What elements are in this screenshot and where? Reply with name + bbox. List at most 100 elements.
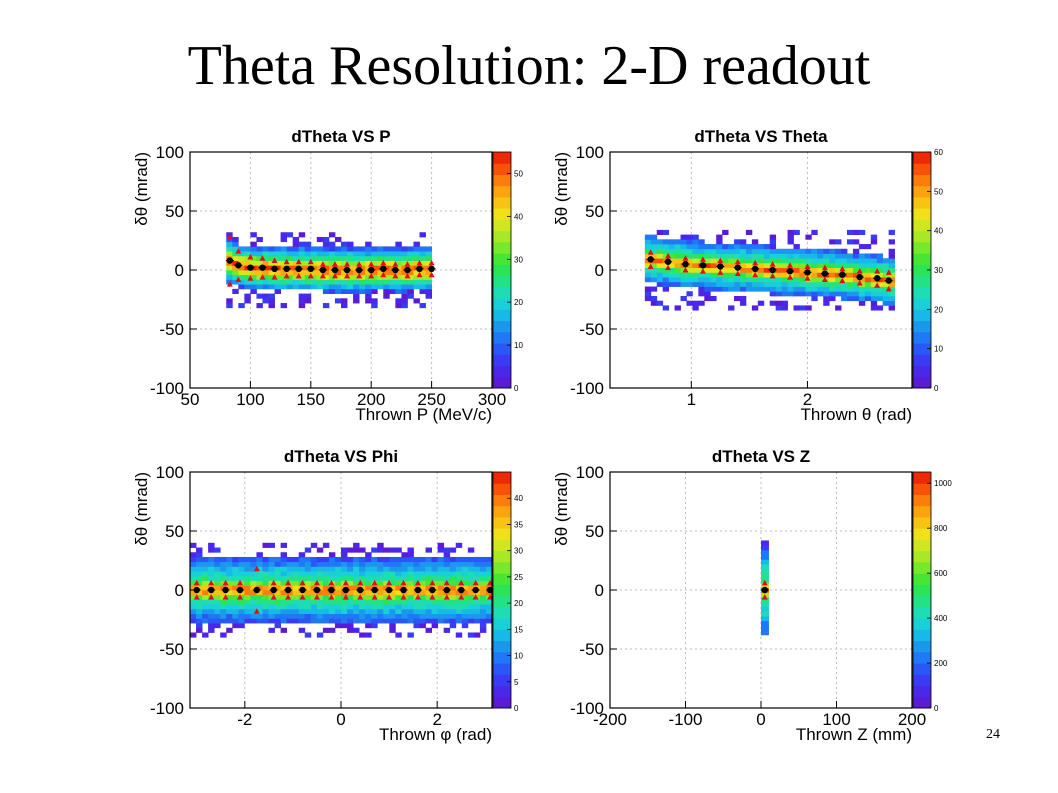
heatmap-cell — [292, 556, 300, 563]
heatmap-cell — [449, 613, 457, 619]
heatmap-cell — [395, 580, 402, 586]
heatmap-cell — [353, 561, 360, 567]
heatmap-cell — [799, 277, 806, 283]
heatmap-cell — [244, 594, 251, 600]
heatmap-cell — [365, 270, 372, 276]
heatmap-cell — [238, 255, 245, 261]
mean-marker — [873, 275, 881, 282]
heatmap-cell — [395, 632, 402, 638]
heatmap-cell — [852, 286, 860, 292]
heatmap-cell — [882, 295, 890, 302]
chart-dtheta-vs-p: dTheta VS P50 100 150 200 250 300100500-50-10… — [132, 127, 523, 424]
sigma-marker — [443, 579, 450, 586]
sigma-marker — [307, 258, 314, 265]
heatmap-cell — [692, 305, 699, 311]
heatmap-cell — [316, 585, 324, 591]
heatmap-cell — [485, 566, 493, 572]
heatmap-cell — [817, 286, 824, 292]
heatmap-cell — [419, 623, 426, 629]
heatmap-cell — [811, 229, 818, 235]
heatmap-cell — [876, 291, 884, 297]
heatmap-cell — [662, 277, 670, 283]
sigma-marker — [414, 579, 421, 586]
heatmap-cell — [395, 604, 402, 610]
heatmap-cell — [473, 556, 481, 563]
heatmap-cell — [322, 594, 330, 600]
heatmap-cell — [419, 571, 426, 577]
heatmap-cell — [674, 281, 681, 287]
heatmap-cell — [286, 279, 294, 285]
heatmap-cell — [244, 618, 251, 624]
y-tick-label: 0 — [175, 261, 184, 280]
heatmap-cell — [250, 613, 257, 619]
heatmap-cell — [888, 248, 895, 254]
heatmap-cell — [274, 274, 281, 280]
heatmap-cell — [328, 613, 336, 619]
heatmap-cell — [328, 265, 336, 271]
heatmap-cell — [304, 284, 312, 290]
heatmap-cell — [328, 599, 336, 605]
heatmap-cell — [745, 248, 753, 254]
color-scale-step — [913, 595, 931, 608]
heatmap-cell — [407, 556, 414, 563]
sigma-marker — [647, 263, 654, 269]
heatmap-cell — [419, 274, 426, 280]
heatmap-cell — [876, 262, 884, 269]
heatmap-cell — [888, 300, 895, 306]
color-scale-step — [493, 365, 511, 378]
heatmap-cell — [208, 547, 215, 553]
heatmap-cell — [359, 561, 366, 567]
heatmap-cell — [835, 253, 842, 259]
y-axis-label: δθ (mrad) — [132, 472, 151, 546]
heatmap-cell — [443, 618, 451, 624]
heatmap-cell — [268, 284, 275, 290]
heatmap-cell — [461, 623, 469, 629]
heatmap-cell — [359, 566, 366, 572]
heatmap-cell — [461, 618, 469, 624]
heatmap-cell — [353, 255, 360, 261]
heatmap-cell — [674, 244, 681, 250]
heatmap-cell — [238, 556, 245, 563]
heatmap-cell — [401, 566, 408, 572]
heatmap-cell — [722, 258, 729, 264]
sigma-marker — [665, 264, 672, 271]
mean-marker — [222, 586, 229, 594]
y-tick-label: 0 — [595, 261, 604, 280]
heatmap-cell — [268, 575, 275, 581]
heatmap-cell — [761, 549, 769, 555]
heatmap-cell — [322, 236, 330, 243]
heatmap-cell — [674, 305, 681, 311]
heatmap-cell — [734, 295, 741, 302]
heatmap-cell — [704, 272, 711, 278]
heatmap-cell — [304, 270, 312, 276]
heatmap-cell — [799, 248, 806, 254]
heatmap-cell — [196, 566, 203, 572]
heatmap-cell — [377, 599, 384, 605]
heatmap-cell — [425, 279, 432, 285]
heatmap-cell — [888, 258, 895, 264]
heatmap-cell — [686, 291, 693, 297]
heatmap-cell — [485, 613, 493, 619]
heatmap-cell — [787, 281, 794, 287]
heatmap-cell — [425, 585, 432, 591]
heatmap-cell — [196, 608, 203, 614]
heatmap-cell — [238, 246, 245, 252]
color-scale-step — [913, 208, 931, 220]
sigma-marker — [285, 594, 292, 600]
heatmap-cell — [359, 632, 366, 638]
heatmap-cell — [395, 288, 402, 294]
heatmap-cell — [190, 594, 197, 600]
heatmap-cell — [322, 566, 330, 572]
heatmap-cell — [292, 575, 300, 581]
heatmap-cell — [431, 566, 439, 572]
heatmap-cell — [656, 272, 664, 278]
heatmap-cell — [769, 248, 777, 254]
heatmap-cell — [413, 618, 420, 624]
heatmap-cell — [716, 286, 723, 292]
heatmap-cell — [304, 566, 312, 572]
heatmap-cell — [698, 291, 705, 297]
heatmap-cell — [232, 265, 239, 271]
heatmap-cell — [389, 246, 396, 252]
heatmap-cell — [710, 286, 717, 292]
heatmap-cell — [226, 251, 233, 257]
